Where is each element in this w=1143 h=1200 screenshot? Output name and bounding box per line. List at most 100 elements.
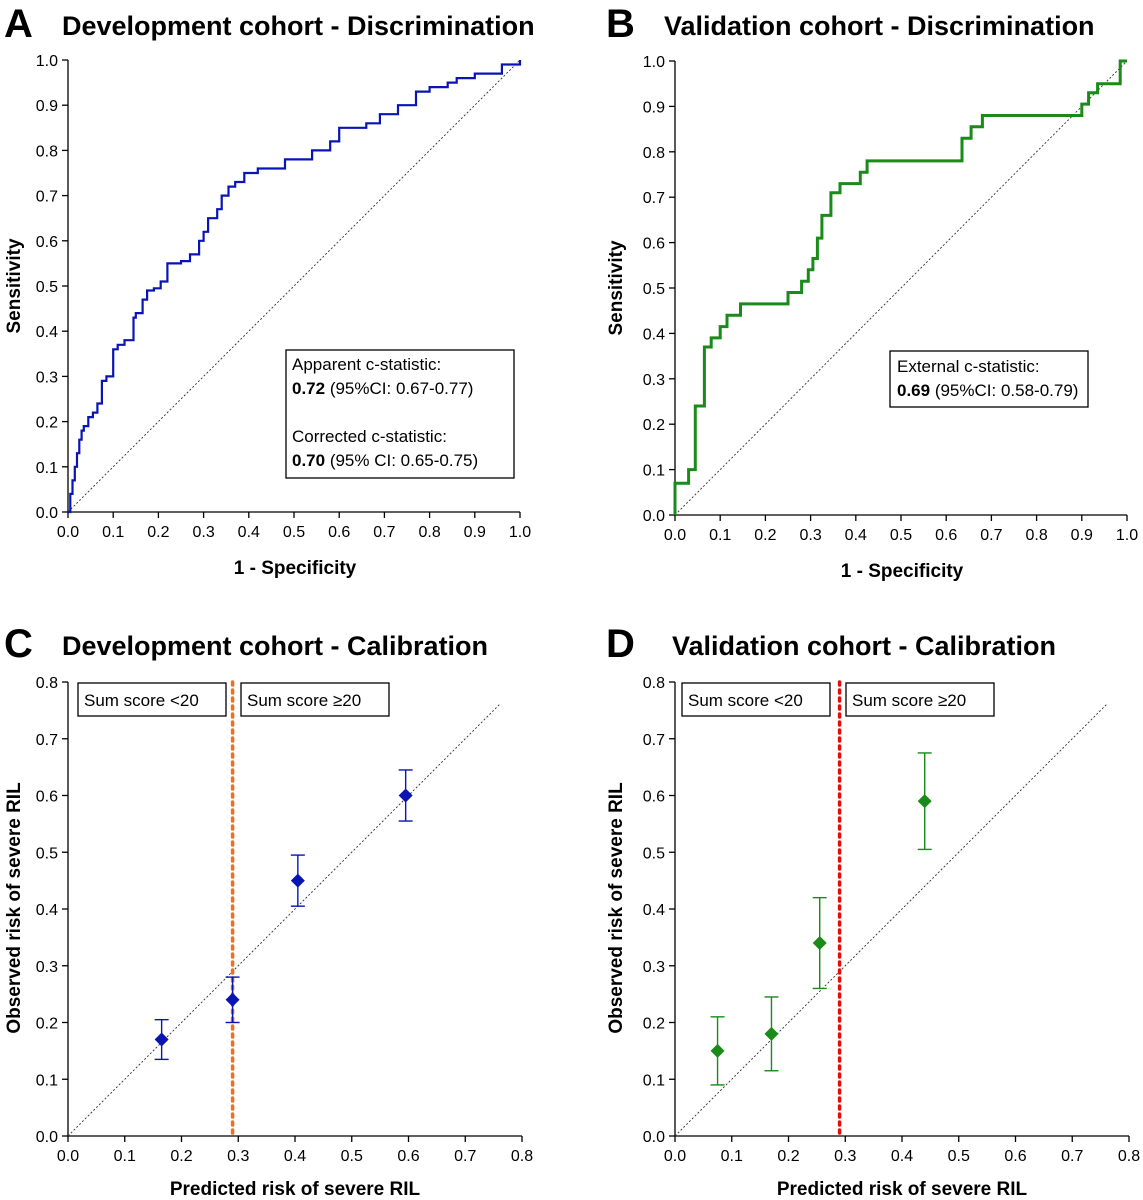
panel-c-plot: 0.0 0.0 0.1 0.1 0.2 0.2 0.3 0.3 0.4 0.4 0.5 0.5 0.6 0… xyxy=(36,675,533,1165)
panel-b-plot: 0.0 0.0 0.1 0.1 0.2 0.2 0.3 0.3 0.4 0.4 0.5 0.5 0.6 0… xyxy=(643,54,1138,544)
panel-a-x-tick-label: 0.0 xyxy=(57,524,79,541)
panel-a-x-tick-label: 0.4 xyxy=(238,524,260,541)
panel-a-x-tick-label: 0.5 xyxy=(283,524,305,541)
panel-c-left-label: Sum score <20 xyxy=(84,691,199,710)
panel-a-x-tick-label: 0.7 xyxy=(373,524,395,541)
panel-b-x-tick-label: 0.9 xyxy=(1071,527,1093,544)
panel-a-y-tick-label: 0.5 xyxy=(36,279,58,296)
panel-c-x-tick-label: 0.6 xyxy=(397,1148,419,1165)
panel-d-x-tick-label: 0.6 xyxy=(1004,1148,1026,1165)
panel-d-plot: 0.0 0.0 0.1 0.1 0.2 0.2 0.3 0.3 0.4 0.4 0.5 0.5 0.6 0… xyxy=(643,675,1140,1165)
panel-b-reference-line xyxy=(674,60,1128,516)
panel-b-xlabel: 1 - Specificity xyxy=(841,561,964,582)
panel-d-reference-line xyxy=(674,704,1107,1137)
panel-d-y-tick-label: 0.0 xyxy=(643,1129,665,1146)
panel-b-ylabel: Sensitivity xyxy=(606,240,627,335)
panel-a-letter: A xyxy=(4,2,33,46)
panel-d-point xyxy=(764,1026,779,1041)
panel-c-x-tick-label: 0.7 xyxy=(454,1148,476,1165)
panel-d-point xyxy=(710,1043,725,1058)
panel-a-x-tick-label: 1.0 xyxy=(509,524,531,541)
panel-b-x-tick-label: 0.8 xyxy=(1025,527,1047,544)
panel-d-y-tick-label: 0.2 xyxy=(643,1016,665,1033)
panel-b-y-tick-label: 0.5 xyxy=(643,281,665,298)
panel-b-y-tick-label: 0.9 xyxy=(643,99,665,116)
panel-a-y-tick-label: 0.1 xyxy=(36,460,58,477)
panel-a-annotation-line4: 0.70 (95% CI: 0.65-0.75) xyxy=(292,451,478,470)
panel-b-roc-curve xyxy=(673,59,1127,515)
panel-d-x-tick-label: 0.1 xyxy=(721,1148,743,1165)
panel-c-point xyxy=(154,1032,169,1047)
panel-d-x-tick-label: 0.3 xyxy=(834,1148,856,1165)
panel-a-annotation-line3: Corrected c-statistic: xyxy=(292,427,447,446)
panel-c-y-tick-label: 0.5 xyxy=(36,845,58,862)
panel-c-ylabel: Observed risk of severe RIL xyxy=(4,782,25,1034)
panel-a-x-tick-label: 0.1 xyxy=(102,524,124,541)
panel-a-x-tick-label: 0.3 xyxy=(192,524,214,541)
panel-b-x-tick-label: 0.1 xyxy=(709,527,731,544)
panel-c-right-label-box xyxy=(240,682,390,717)
panel-b-y-tick-label: 0.0 xyxy=(643,508,665,525)
panel-c-xlabel: Predicted risk of severe RIL xyxy=(170,1179,421,1200)
panel-b-annotation-line2: 0.69 (95%CI: 0.58-0.79) xyxy=(897,381,1078,400)
panel-c-x-tick-label: 0.8 xyxy=(511,1148,533,1165)
panel-c-point xyxy=(225,992,240,1007)
panel-b-y-tick-label: 0.7 xyxy=(643,190,665,207)
panel-c-letter: C xyxy=(4,622,33,666)
panel-d-x-tick-label: 0.2 xyxy=(777,1148,799,1165)
panel-d-letter: D xyxy=(606,622,635,666)
panel-c-left-label-box xyxy=(77,682,227,717)
panel-d-x-tick-label: 0.5 xyxy=(948,1148,970,1165)
panel-a-annotation-box xyxy=(285,349,515,479)
panel-d-xlabel: Predicted risk of severe RIL xyxy=(777,1179,1028,1200)
panel-a-xlabel: 1 - Specificity xyxy=(234,558,357,579)
panel-b-annotation-box xyxy=(889,350,1089,408)
panel-a: A Development cohort - Discrimination Se… xyxy=(4,2,535,579)
panel-a-title: Development cohort - Discrimination xyxy=(62,11,535,41)
panel-c: C Development cohort - Calibration Obser… xyxy=(4,622,533,1200)
panel-d-x-tick-label: 0.7 xyxy=(1061,1148,1083,1165)
panel-d-right-label-box xyxy=(845,682,995,717)
panel-c-point xyxy=(398,788,413,803)
panel-d-title: Validation cohort - Calibration xyxy=(672,631,1056,661)
panel-d-point xyxy=(812,936,827,951)
panel-d-left-label-box xyxy=(681,682,831,717)
panel-a-annotation-line1: Apparent c-statistic: xyxy=(292,355,441,374)
panel-b-title: Validation cohort - Discrimination xyxy=(664,11,1095,41)
panel-c-x-tick-label: 0.3 xyxy=(227,1148,249,1165)
panel-b-y-tick-label: 0.6 xyxy=(643,236,665,253)
panel-c-y-tick-label: 0.6 xyxy=(36,789,58,806)
panel-a-y-tick-label: 1.0 xyxy=(36,53,58,70)
panel-a-y-tick-label: 0.2 xyxy=(36,415,58,432)
panel-c-x-tick-label: 0.2 xyxy=(170,1148,192,1165)
panel-d-point xyxy=(917,794,932,809)
panel-a-y-tick-label: 0.8 xyxy=(36,143,58,160)
panel-a-reference-line xyxy=(67,59,521,513)
panel-c-x-tick-label: 0.0 xyxy=(57,1148,79,1165)
panel-d-x-tick-label: 0.8 xyxy=(1118,1148,1140,1165)
panel-a-x-tick-label: 0.9 xyxy=(464,524,486,541)
panel-a-y-tick-label: 0.7 xyxy=(36,189,58,206)
panel-d: D Validation cohort - Calibration Observ… xyxy=(606,622,1140,1200)
panel-a-y-tick-label: 0.4 xyxy=(36,324,58,341)
panel-d-y-tick-label: 0.8 xyxy=(643,675,665,692)
panel-d-y-tick-label: 0.7 xyxy=(643,732,665,749)
panel-c-y-tick-label: 0.0 xyxy=(36,1129,58,1146)
panel-b-x-tick-label: 0.5 xyxy=(890,527,912,544)
panel-a-y-tick-label: 0.0 xyxy=(36,505,58,522)
panel-c-x-tick-label: 0.4 xyxy=(284,1148,306,1165)
panel-b-y-tick-label: 0.3 xyxy=(643,372,665,389)
panel-a-annotation-line2: 0.72 (95%CI: 0.67-0.77) xyxy=(292,379,473,398)
panel-d-ylabel: Observed risk of severe RIL xyxy=(606,782,627,1034)
panel-b-y-tick-label: 1.0 xyxy=(643,54,665,71)
panel-a-plot: 0.0 0.0 0.1 0.1 0.2 0.2 0.3 0.3 0.4 0.4 0.5 0.5 0.6 0… xyxy=(36,53,531,541)
panel-b-x-tick-label: 1.0 xyxy=(1116,527,1138,544)
panel-c-y-tick-label: 0.7 xyxy=(36,732,58,749)
panel-a-x-tick-label: 0.2 xyxy=(147,524,169,541)
panel-d-x-tick-label: 0.0 xyxy=(664,1148,686,1165)
panel-b-x-tick-label: 0.3 xyxy=(799,527,821,544)
panel-b-y-tick-label: 0.8 xyxy=(643,145,665,162)
panel-a-y-tick-label: 0.3 xyxy=(36,369,58,386)
panel-a-ylabel: Sensitivity xyxy=(4,238,25,333)
